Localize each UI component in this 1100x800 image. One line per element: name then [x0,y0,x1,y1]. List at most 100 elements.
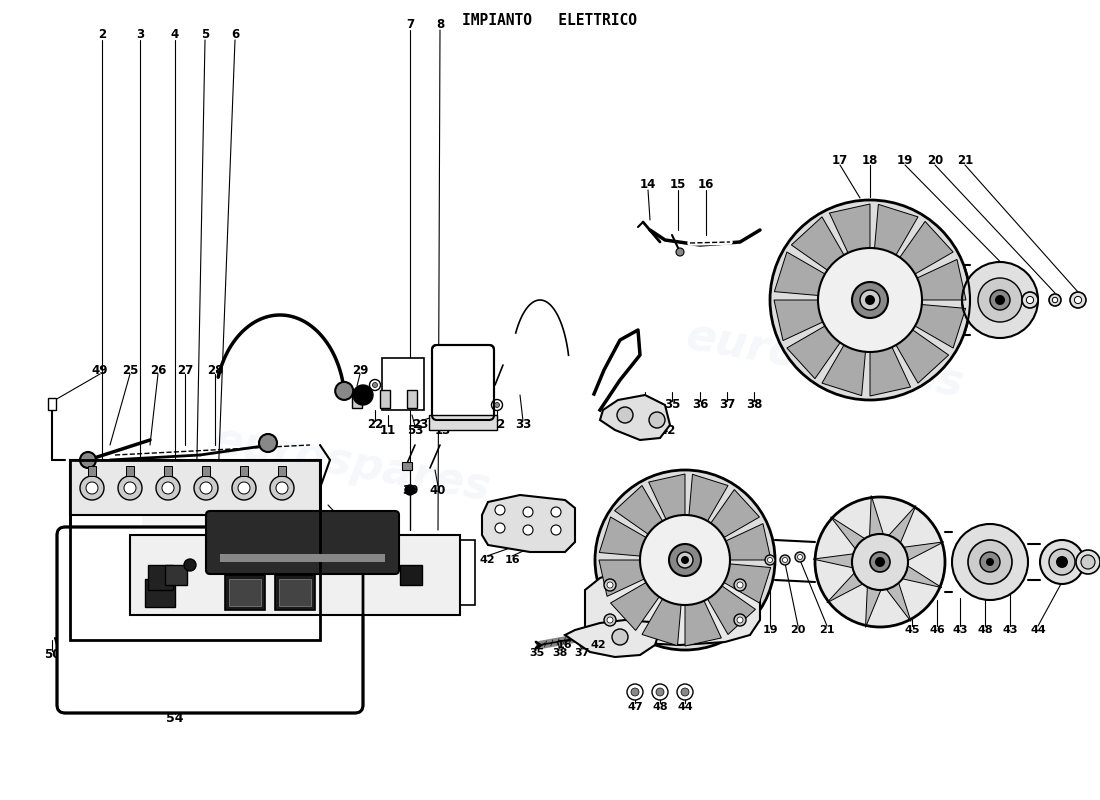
Text: 45: 45 [904,625,920,635]
Polygon shape [685,601,722,646]
Text: 42: 42 [660,423,676,437]
Circle shape [676,684,693,700]
Polygon shape [711,490,759,538]
Text: 52: 52 [284,498,301,511]
Circle shape [676,552,693,568]
Bar [226,575,265,610]
Polygon shape [482,495,575,552]
Text: 5: 5 [201,29,209,42]
Bar [70,460,320,640]
Circle shape [595,470,776,650]
Polygon shape [726,524,771,560]
Circle shape [798,554,803,559]
Bar [379,390,390,408]
Circle shape [815,497,945,627]
Circle shape [200,482,212,494]
Circle shape [852,534,907,590]
Circle shape [1075,296,1081,304]
Text: 38: 38 [552,648,568,658]
Bar [278,466,286,476]
Text: 7: 7 [406,18,414,31]
Circle shape [238,482,250,494]
Polygon shape [600,395,670,440]
Bar [240,466,248,476]
Text: 11: 11 [379,423,396,437]
Polygon shape [900,222,953,274]
Text: 51: 51 [344,529,361,542]
Circle shape [782,558,788,562]
FancyBboxPatch shape [206,511,399,574]
Bar [220,554,385,562]
Text: 47: 47 [627,702,642,712]
Text: 37: 37 [719,398,735,411]
Circle shape [270,476,294,500]
Polygon shape [600,560,645,596]
Circle shape [162,482,174,494]
Circle shape [669,544,701,576]
Text: 43: 43 [953,625,968,635]
Text: 21: 21 [820,625,835,635]
Circle shape [676,248,684,256]
Circle shape [80,476,104,500]
Bar [70,460,320,640]
Circle shape [156,476,180,500]
Circle shape [551,507,561,517]
Circle shape [373,382,377,387]
Circle shape [617,407,632,423]
Polygon shape [689,474,728,521]
Polygon shape [866,584,882,627]
Text: 38: 38 [746,398,762,411]
Circle shape [232,476,256,500]
Circle shape [495,505,505,515]
Text: 36: 36 [692,398,708,411]
Polygon shape [774,300,823,341]
Circle shape [874,557,886,567]
Circle shape [770,200,970,400]
Text: eurospares: eurospares [683,314,967,406]
Circle shape [996,295,1005,305]
Text: 41: 41 [631,423,648,437]
Text: 10: 10 [287,613,303,623]
Circle shape [336,382,353,400]
Polygon shape [615,486,662,534]
Text: 48: 48 [977,625,993,635]
Circle shape [1053,298,1058,302]
Circle shape [607,582,613,588]
Circle shape [604,579,616,591]
Circle shape [1040,540,1084,584]
Bar [148,565,173,590]
Polygon shape [649,474,685,519]
Polygon shape [917,259,966,300]
Text: 16: 16 [504,555,520,565]
Circle shape [780,555,790,565]
Circle shape [764,555,776,565]
Polygon shape [901,542,944,562]
Bar [402,462,412,470]
Polygon shape [829,204,870,253]
Text: 32: 32 [488,418,505,431]
Text: 43: 43 [1002,625,1018,635]
Polygon shape [884,580,911,622]
Circle shape [612,629,628,645]
Text: 29: 29 [352,363,368,377]
Text: 48: 48 [652,702,668,712]
Text: 13: 13 [434,423,451,437]
Text: 16: 16 [697,178,714,191]
Circle shape [860,290,880,310]
Text: 19: 19 [896,154,913,166]
Text: 20: 20 [790,625,805,635]
Polygon shape [822,345,866,396]
Polygon shape [585,565,760,645]
Bar [72,462,142,638]
Circle shape [986,558,994,566]
Polygon shape [870,347,911,396]
Circle shape [968,540,1012,584]
Circle shape [1022,292,1038,308]
Circle shape [681,556,689,564]
Text: 37: 37 [574,648,590,658]
Circle shape [1076,550,1100,574]
Circle shape [607,617,613,623]
Text: 23: 23 [411,418,428,431]
Polygon shape [899,564,942,588]
Circle shape [80,452,96,468]
